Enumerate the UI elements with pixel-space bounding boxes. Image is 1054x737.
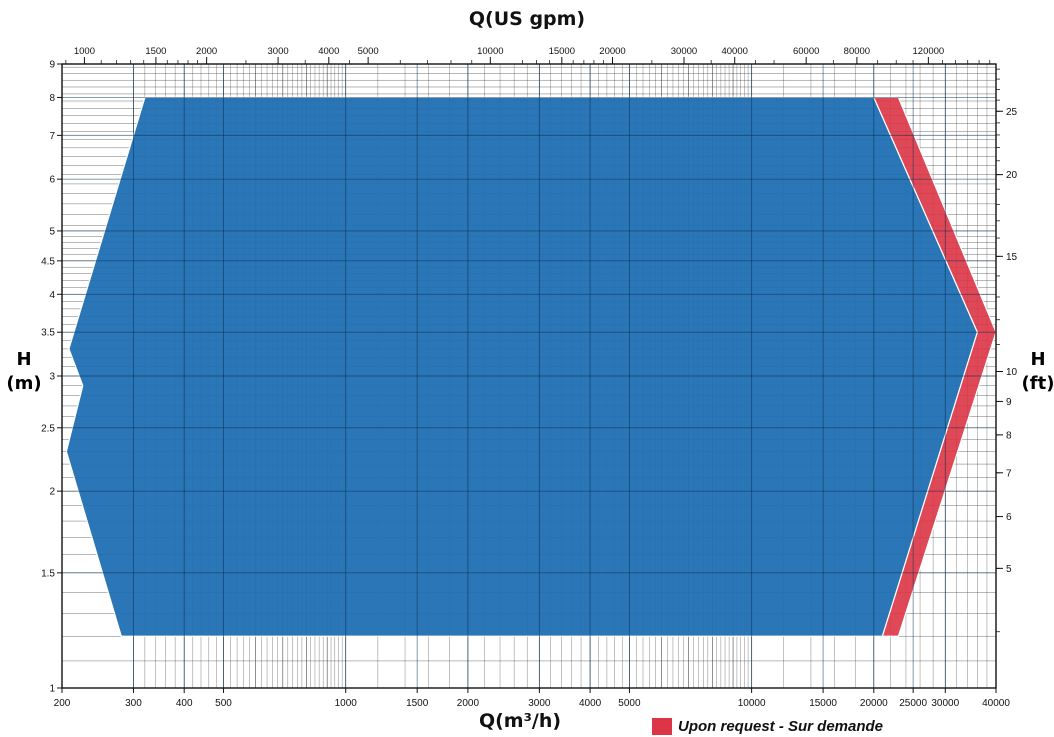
top-tick-label: 15000 bbox=[549, 46, 575, 57]
top-tick-label: 5000 bbox=[358, 46, 379, 57]
x-tick-label: 5000 bbox=[618, 698, 641, 709]
right-tick-label: 6 bbox=[1006, 512, 1012, 523]
y-axis-title-right-line2: (ft) bbox=[1021, 373, 1054, 394]
x-tick-label: 30000 bbox=[931, 698, 959, 709]
chart-areas bbox=[65, 96, 997, 637]
x-tick-label: 25000 bbox=[899, 698, 927, 709]
y-tick-label: 8 bbox=[49, 93, 55, 104]
y-tick-label: 4 bbox=[49, 290, 55, 301]
top-tick-label: 20000 bbox=[599, 46, 625, 57]
y-axis-title-right: H (ft) bbox=[1018, 348, 1054, 396]
y-tick-label: 2.5 bbox=[41, 423, 55, 434]
x-tick-label: 4000 bbox=[579, 698, 602, 709]
x-tick-label: 40000 bbox=[982, 698, 1010, 709]
operating-range-area bbox=[65, 96, 979, 637]
y-tick-label: 6 bbox=[49, 175, 55, 186]
x-tick-label: 1500 bbox=[406, 698, 429, 709]
legend: Upon request - Sur demande bbox=[652, 718, 883, 735]
y-tick-label: 5 bbox=[49, 226, 55, 237]
right-tick-label: 10 bbox=[1006, 367, 1018, 378]
right-tick-label: 5 bbox=[1006, 564, 1012, 575]
x-tick-label: 300 bbox=[125, 698, 142, 709]
right-tick-label: 9 bbox=[1006, 397, 1012, 408]
x-tick-label: 3000 bbox=[528, 698, 551, 709]
top-axis-title: Q(US gpm) bbox=[468, 8, 586, 30]
top-tick-label: 4000 bbox=[318, 46, 339, 57]
x-tick-label: 10000 bbox=[738, 698, 766, 709]
right-tick-label: 25 bbox=[1006, 107, 1018, 118]
y-tick-label: 4.5 bbox=[41, 256, 55, 267]
top-tick-label: 1000 bbox=[74, 46, 95, 57]
right-tick-label: 8 bbox=[1006, 430, 1012, 441]
right-tick-label: 20 bbox=[1006, 170, 1018, 181]
y-tick-label: 3 bbox=[49, 372, 55, 383]
y-tick-label: 3.5 bbox=[41, 328, 55, 339]
legend-label: Upon request - Sur demande bbox=[678, 718, 884, 735]
x-tick-label: 15000 bbox=[809, 698, 837, 709]
x-tick-label: 200 bbox=[54, 698, 71, 709]
top-tick-label: 10000 bbox=[477, 46, 503, 57]
legend-swatch bbox=[652, 718, 672, 735]
x-axis-title: Q(m³/h) bbox=[478, 710, 562, 732]
right-tick-label: 7 bbox=[1006, 468, 1012, 479]
top-tick-label: 80000 bbox=[844, 46, 870, 57]
x-tick-label: 2000 bbox=[457, 698, 480, 709]
y-tick-label: 1.5 bbox=[41, 568, 55, 579]
top-tick-label: 30000 bbox=[671, 46, 697, 57]
y-tick-label: 2 bbox=[49, 487, 55, 498]
top-tick-label: 120000 bbox=[913, 46, 945, 57]
axis-tick-labels: 200 300 400 500 1000 1500 2000 3000 4000 5000 1000… bbox=[41, 46, 1017, 709]
top-tick-label: 40000 bbox=[721, 46, 747, 57]
x-tick-label: 400 bbox=[176, 698, 193, 709]
x-tick-label: 1000 bbox=[335, 698, 358, 709]
top-tick-label: 60000 bbox=[793, 46, 819, 57]
y-tick-label: 9 bbox=[49, 60, 55, 71]
top-tick-label: 3000 bbox=[268, 46, 289, 57]
top-tick-label: 1500 bbox=[145, 46, 166, 57]
right-tick-label: 15 bbox=[1006, 252, 1018, 263]
y-axis-title-right-line1: H bbox=[1030, 349, 1046, 370]
y-axis-title-left: H (m) bbox=[4, 348, 44, 396]
y-tick-label: 1 bbox=[49, 684, 55, 695]
top-tick-label: 2000 bbox=[196, 46, 217, 57]
x-tick-label: 20000 bbox=[860, 698, 888, 709]
x-tick-label: 500 bbox=[215, 698, 232, 709]
y-tick-label: 7 bbox=[49, 131, 55, 142]
y-axis-title-left-line1: H bbox=[16, 349, 32, 370]
y-axis-title-left-line2: (m) bbox=[6, 373, 42, 394]
